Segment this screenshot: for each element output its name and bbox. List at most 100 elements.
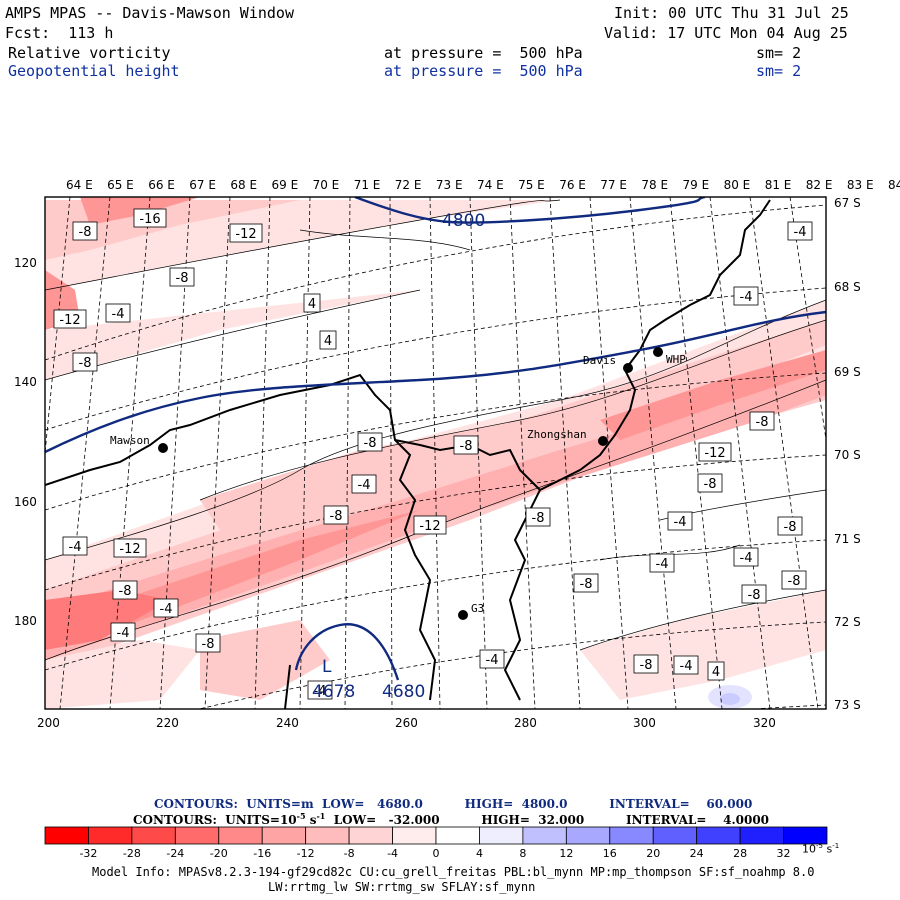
parallel-line bbox=[197, 621, 826, 709]
contour-label-box bbox=[413, 515, 447, 535]
parallel-line bbox=[45, 204, 826, 361]
lon-tick-label: 77 E bbox=[600, 178, 627, 192]
contour-label: -8 bbox=[79, 225, 92, 240]
vorticity-positive-patch bbox=[720, 693, 740, 705]
contour-label: -8 bbox=[176, 271, 189, 286]
parallel-line bbox=[45, 454, 826, 591]
contour-label: -4 bbox=[740, 551, 753, 566]
contour-label: -4 bbox=[674, 515, 687, 530]
colorbar-tick-label: 28 bbox=[733, 847, 747, 860]
vorticity-band bbox=[200, 620, 330, 700]
colorbar-tick-label: -20 bbox=[210, 847, 228, 860]
station-g3-marker bbox=[458, 610, 468, 620]
vorticity-contour bbox=[45, 379, 826, 661]
contour-label: 4 bbox=[712, 665, 720, 680]
contour-label: 4 bbox=[324, 334, 332, 349]
lat-tick-label: 68 S bbox=[834, 280, 861, 294]
contour-label: -12 bbox=[119, 542, 140, 557]
contour-label: -4 bbox=[112, 307, 125, 322]
contour-label: -4 bbox=[314, 684, 327, 699]
contour-label: -4 bbox=[486, 653, 499, 668]
lon-tick-label: 82 E bbox=[806, 178, 833, 192]
lon-tick-label: 69 E bbox=[272, 178, 299, 192]
colorbar-tick-label: 0 bbox=[433, 847, 440, 860]
colorbar-swatch bbox=[522, 826, 567, 845]
meridian-line bbox=[749, 197, 819, 709]
graticule bbox=[45, 197, 826, 709]
contour-label: -4 bbox=[69, 540, 82, 555]
lat-tick-label: 70 S bbox=[834, 448, 861, 462]
contour-label-box bbox=[698, 442, 732, 462]
colorbar-swatch bbox=[479, 826, 524, 845]
lon-tick-label: 65 E bbox=[107, 178, 134, 192]
lon-tick-label: 81 E bbox=[765, 178, 792, 192]
contour-label-box bbox=[53, 309, 87, 329]
colorbar-swatch bbox=[261, 826, 307, 845]
contour-label: -12 bbox=[59, 313, 80, 328]
contour-label-box bbox=[62, 536, 88, 556]
contour-label-box bbox=[649, 553, 675, 573]
colorbar-swatch bbox=[88, 826, 133, 845]
contour-label-box bbox=[105, 303, 131, 323]
colorbar-swatch bbox=[609, 826, 654, 845]
x-tick-label: 280 bbox=[514, 716, 537, 730]
height-contour-4680 bbox=[294, 623, 400, 681]
coastline-path bbox=[45, 373, 437, 701]
colorbar-tick-label: -8 bbox=[344, 847, 355, 860]
field2-name: Geopotential height bbox=[8, 62, 180, 80]
colorbar-swatch bbox=[652, 826, 698, 845]
colorbar-swatch bbox=[348, 826, 393, 845]
contour-label: -4 bbox=[117, 626, 130, 641]
x-tick-label: 320 bbox=[753, 716, 776, 730]
lon-tick-label: 66 E bbox=[148, 178, 175, 192]
contour-label: -8 bbox=[704, 477, 717, 492]
low-marker: L bbox=[322, 657, 332, 677]
contour-label: -4 bbox=[794, 225, 807, 240]
lon-tick-label: 73 E bbox=[436, 178, 463, 192]
height-label: 4800 bbox=[442, 211, 485, 231]
colorbar-tick-label: 8 bbox=[519, 847, 526, 860]
colorbar-swatch bbox=[696, 826, 741, 845]
lon-tick-label: 76 E bbox=[559, 178, 586, 192]
colorbar-swatch bbox=[174, 826, 220, 845]
colorbar-swatch bbox=[783, 826, 828, 845]
contour-label-box bbox=[453, 435, 479, 455]
meridian-line bbox=[429, 197, 441, 709]
colorbar-swatch bbox=[305, 826, 350, 845]
contour-label: -8 bbox=[788, 574, 801, 589]
colorbar-swatch bbox=[218, 826, 263, 845]
vorticity-contour bbox=[299, 229, 471, 251]
meridian-line bbox=[254, 197, 271, 709]
contour-label-box bbox=[777, 516, 803, 536]
contour-label-box bbox=[479, 649, 505, 669]
contour-label-box bbox=[573, 573, 599, 593]
meridian-line bbox=[389, 197, 393, 709]
station-zhongshan-label: Zhongshan bbox=[527, 428, 587, 441]
contour-label-box bbox=[133, 208, 167, 228]
coastline-path bbox=[284, 664, 291, 709]
lon-tick-label: 74 E bbox=[477, 178, 504, 192]
lat-tick-label: 72 S bbox=[834, 615, 861, 629]
contour-label: -4 bbox=[680, 659, 693, 674]
contour-label: -8 bbox=[79, 356, 92, 371]
colorbar-tick-label: 16 bbox=[603, 847, 617, 860]
contour-label-box bbox=[323, 505, 349, 525]
lon-tick-label: 70 E bbox=[313, 178, 340, 192]
meridian-line bbox=[469, 197, 488, 709]
colorbar-swatch bbox=[131, 826, 176, 845]
vorticity-band bbox=[45, 640, 200, 709]
contour-label-box bbox=[741, 584, 767, 604]
init-time: Init: 00 UTC Thu 31 Jul 25 bbox=[614, 4, 849, 22]
parallel-line bbox=[45, 539, 826, 671]
contour-label-box bbox=[351, 474, 377, 494]
contour-label-box bbox=[307, 680, 333, 700]
contour-label-box bbox=[673, 655, 699, 675]
contour-label: -8 bbox=[202, 637, 215, 652]
field2-smooth: sm= 2 bbox=[756, 62, 802, 80]
lon-tick-label: 72 E bbox=[395, 178, 422, 192]
colorbar-tick-label: -32 bbox=[79, 847, 97, 860]
model-info-line-1: Model Info: MPASv8.2.3-194-gf29cd82c CU:… bbox=[92, 865, 815, 879]
height-contour-4740 bbox=[45, 310, 826, 454]
station-davis-marker bbox=[623, 363, 633, 373]
